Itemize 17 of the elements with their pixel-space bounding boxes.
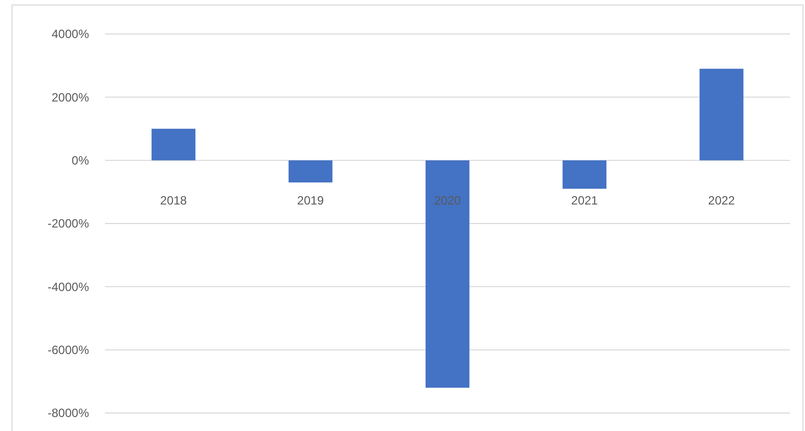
y-tick-label: -6000%	[48, 343, 90, 358]
bar	[288, 160, 332, 182]
bar	[426, 160, 470, 388]
y-tick-label: 2000%	[52, 90, 90, 104]
x-tick-label: 2019	[297, 193, 324, 208]
bar	[152, 128, 196, 160]
y-tick-label: -8000%	[48, 406, 90, 420]
bar	[562, 160, 606, 189]
x-tick-label: 2021	[571, 193, 598, 208]
x-tick-label: 2020	[434, 193, 462, 208]
x-tick-label: 2022	[708, 193, 736, 208]
y-tick-label: 0%	[72, 154, 90, 168]
x-tick-label: 2018	[160, 193, 188, 208]
y-tick-label: -4000%	[48, 280, 90, 294]
y-tick-label: -2000%	[48, 216, 90, 231]
bar	[700, 68, 744, 160]
y-tick-label: 4000%	[52, 27, 90, 42]
